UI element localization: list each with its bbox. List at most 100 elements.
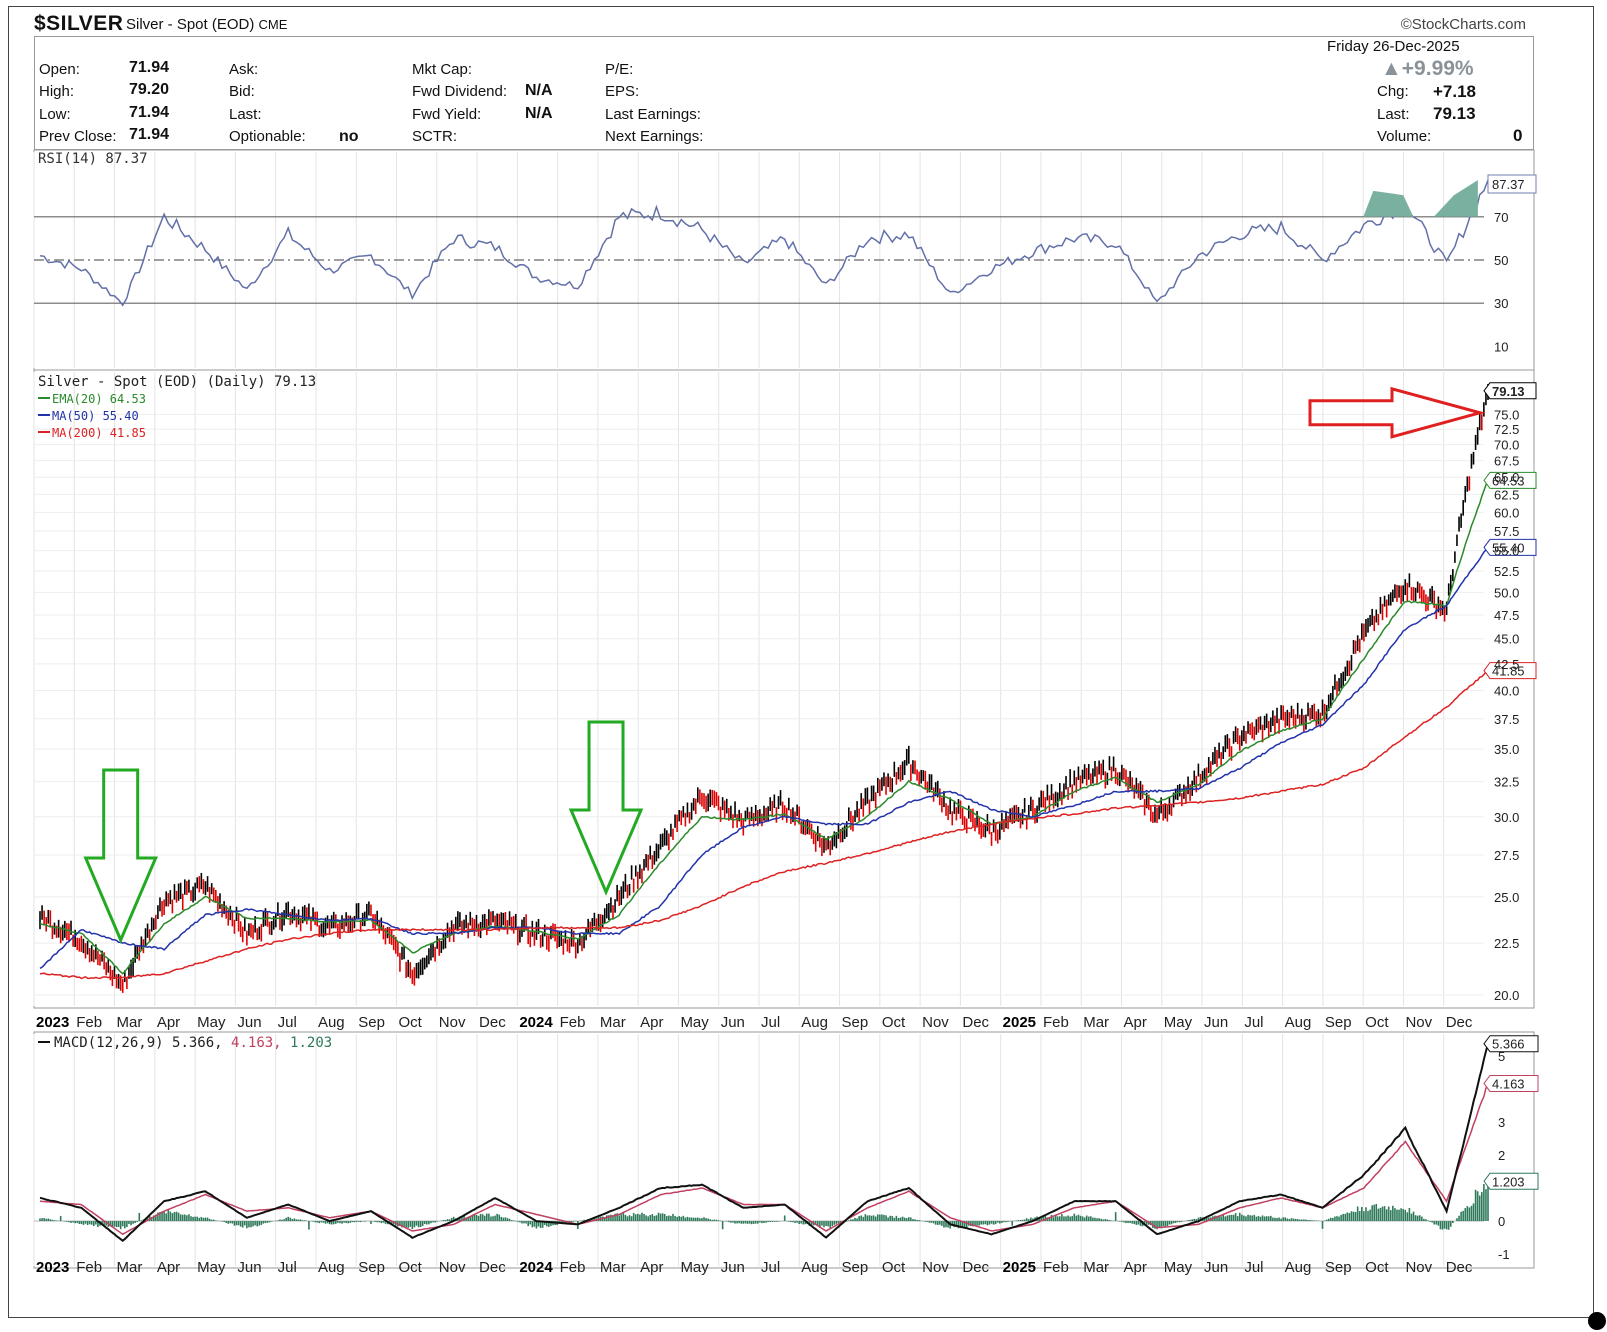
low-label: Low: xyxy=(39,106,71,123)
month-label-feb: Feb xyxy=(560,1014,586,1031)
price-tick-67.5: 67.5 xyxy=(1494,454,1519,469)
month-label-oct: Oct xyxy=(1365,1014,1389,1031)
price-tick-60.0: 60.0 xyxy=(1494,505,1519,520)
price-tick-50.0: 50.0 xyxy=(1494,585,1519,600)
pct-change: ▲+9.99% xyxy=(1381,57,1474,80)
month-label-jun: Jun xyxy=(721,1259,745,1276)
month-label-feb: Feb xyxy=(1043,1014,1069,1031)
macd-value-box-hist xyxy=(1483,1172,1539,1190)
price-value-label-ma200: 41.85 xyxy=(1492,664,1525,679)
month-label-mar: Mar xyxy=(117,1014,143,1031)
price-tick-27.5: 27.5 xyxy=(1494,848,1519,863)
month-label-aug: Aug xyxy=(318,1014,345,1031)
month-label-apr: Apr xyxy=(1124,1259,1147,1276)
month-label-oct: Oct xyxy=(399,1014,423,1031)
chart-layers xyxy=(38,174,1539,1242)
price-tick-20.0: 20.0 xyxy=(1494,988,1519,1003)
red-arrow xyxy=(1308,386,1486,439)
grid xyxy=(33,152,1484,1266)
price-value-box-ma50 xyxy=(1483,538,1537,556)
rsi-value-box xyxy=(1487,174,1537,194)
month-label-dec: Dec xyxy=(479,1014,506,1031)
ma50-line xyxy=(39,546,1489,970)
month-label-sep: Sep xyxy=(842,1259,869,1276)
macd-value-box-signal xyxy=(1483,1074,1539,1092)
fwd-yield-value: N/A xyxy=(525,105,553,122)
open-value: 71.94 xyxy=(129,59,170,76)
price-tick-57.5: 57.5 xyxy=(1494,524,1519,539)
month-label-oct: Oct xyxy=(882,1259,906,1276)
month-label-jul: Jul xyxy=(278,1014,297,1031)
macd-title: MACD(12,26,9) 5.366, 4.163, 1.203 xyxy=(54,1035,332,1051)
month-label-nov: Nov xyxy=(922,1014,949,1031)
price-tick-47.5: 47.5 xyxy=(1494,608,1519,623)
brand-watermark: ©StockCharts.com xyxy=(1400,16,1526,33)
macd-tick-0: 0 xyxy=(1498,1214,1505,1229)
rsi-title: RSI(14) 87.37 xyxy=(38,151,148,167)
price-tick-62.5: 62.5 xyxy=(1494,487,1519,502)
corner-dot xyxy=(1588,1312,1606,1330)
last-value: 79.13 xyxy=(1433,104,1476,123)
chart-text-layer: 2023 2023 Feb Feb Mar Mar Apr Apr May May Jun Jun Ju… xyxy=(36,151,1525,1276)
month-label-mar: Mar xyxy=(117,1259,143,1276)
legend-label: MA(50) 55.40 xyxy=(52,409,139,423)
prev-close-label: Prev Close: xyxy=(39,128,117,145)
month-label-mar: Mar xyxy=(600,1259,626,1276)
month-label-oct: Oct xyxy=(399,1259,423,1276)
month-label-apr: Apr xyxy=(157,1259,180,1276)
price-tick-40.0: 40.0 xyxy=(1494,683,1519,698)
macd-value-label-signal: 4.163 xyxy=(1492,1076,1525,1091)
month-label-feb: Feb xyxy=(76,1014,102,1031)
eps-label: EPS: xyxy=(605,83,640,100)
optionable-value: no xyxy=(339,128,359,145)
rsi-tick-70: 70 xyxy=(1494,210,1508,225)
macd-signal-line xyxy=(39,1083,1489,1236)
rsi-tick-30: 30 xyxy=(1494,296,1508,311)
optionable-label: Optionable: xyxy=(229,128,306,145)
month-label-feb: Feb xyxy=(560,1259,586,1276)
price-value-label-ema20: 64.53 xyxy=(1492,473,1525,488)
month-label-dec: Dec xyxy=(962,1259,989,1276)
prev-close-value: 71.94 xyxy=(129,126,170,143)
price-value-box-last xyxy=(1483,382,1537,400)
macd-tick-3: 3 xyxy=(1498,1115,1505,1130)
chg-label: Chg: xyxy=(1377,83,1409,100)
macd-title-signal: 4.163, xyxy=(231,1035,290,1051)
month-label-mar: Mar xyxy=(1083,1259,1109,1276)
month-label-2025: 2025 xyxy=(1003,1259,1036,1276)
month-label-mar: Mar xyxy=(600,1014,626,1031)
chg-value: +7.18 xyxy=(1433,82,1477,101)
macd-panel-frame xyxy=(33,1031,1535,1269)
green-arrow-2024 xyxy=(568,720,644,896)
green-arrow-2023 xyxy=(83,768,158,944)
month-label-jul: Jul xyxy=(761,1259,780,1276)
price-tick-55.0: 55.0 xyxy=(1494,544,1519,559)
price-tick-42.5: 42.5 xyxy=(1494,657,1519,672)
price-panel-frame xyxy=(33,369,1535,1009)
next-earnings-label: Next Earnings: xyxy=(605,128,704,145)
price-tick-25.0: 25.0 xyxy=(1494,890,1519,905)
fwd-yield-label: Fwd Yield: xyxy=(412,106,482,123)
month-label-apr: Apr xyxy=(157,1014,180,1031)
price-tick-52.5: 52.5 xyxy=(1494,564,1519,579)
month-label-jul: Jul xyxy=(278,1259,297,1276)
month-label-2023: 2023 xyxy=(36,1014,69,1031)
macd-value-label-macd: 5.366 xyxy=(1492,1037,1525,1052)
month-label-nov: Nov xyxy=(439,1259,466,1276)
month-label-aug: Aug xyxy=(318,1259,345,1276)
high-value: 79.20 xyxy=(129,81,170,98)
symbol-description: Silver - Spot (EOD) CME xyxy=(126,16,288,33)
price-tick-72.5: 72.5 xyxy=(1494,422,1519,437)
price-value-box-ema20 xyxy=(1483,471,1537,489)
price-tick-75.0: 75.0 xyxy=(1494,407,1519,422)
month-label-jun: Jun xyxy=(1204,1259,1228,1276)
last-label: Last: xyxy=(1377,106,1410,123)
month-label-mar: Mar xyxy=(1083,1014,1109,1031)
month-label-may: May xyxy=(197,1259,226,1276)
rsi-tick-10: 10 xyxy=(1494,339,1508,354)
month-label-may: May xyxy=(1164,1014,1193,1031)
macd-tick-5: 5 xyxy=(1498,1049,1505,1064)
quote-panel: Open: 71.94 High: 79.20 Low: 71.94 Prev … xyxy=(34,36,1534,150)
month-label-aug: Aug xyxy=(1285,1014,1312,1031)
month-label-nov: Nov xyxy=(1405,1014,1432,1031)
